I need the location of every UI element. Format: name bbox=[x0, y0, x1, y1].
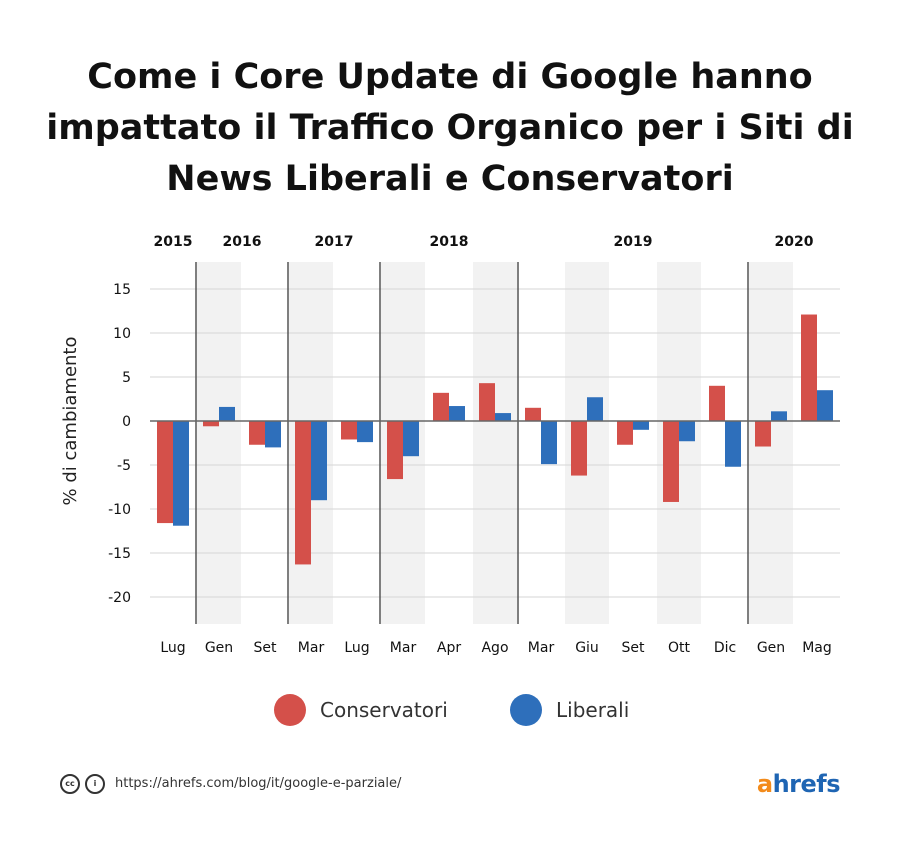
bar-liberali-5 bbox=[403, 421, 419, 457]
chart-title: Come i Core Update di Google hanno impat… bbox=[46, 57, 854, 199]
bar-liberali-10 bbox=[633, 421, 649, 430]
legend-label-conservatori: Conservatori bbox=[320, 698, 448, 722]
bar-conservatori-8 bbox=[525, 407, 541, 421]
bar-conservatori-2 bbox=[249, 421, 265, 445]
bar-liberali-1 bbox=[219, 406, 235, 421]
bar-liberali-2 bbox=[265, 421, 281, 448]
bar-conservatori-9 bbox=[571, 421, 587, 476]
x-tick-10: Set bbox=[622, 640, 646, 656]
bar-conservatori-14 bbox=[801, 314, 817, 421]
bars bbox=[157, 314, 833, 565]
bar-conservatori-4 bbox=[341, 421, 357, 440]
x-tick-4: Lug bbox=[344, 640, 369, 656]
x-tick-13: Gen bbox=[757, 640, 785, 656]
y-tick--10: -10 bbox=[108, 502, 131, 518]
x-tick-0: Lug bbox=[160, 640, 185, 656]
bar-conservatori-6 bbox=[433, 392, 449, 421]
y-tick-15: 15 bbox=[113, 282, 131, 298]
bar-liberali-8 bbox=[541, 421, 557, 465]
legend-item-liberali: Liberali bbox=[510, 690, 629, 730]
bar-conservatori-10 bbox=[617, 421, 633, 445]
year-label-2018: 2018 bbox=[430, 234, 469, 250]
attribution-icon: i bbox=[85, 774, 105, 794]
gridlines bbox=[150, 288, 840, 598]
legend-item-conservatori: Conservatori bbox=[274, 690, 448, 730]
year-label-2017: 2017 bbox=[315, 234, 354, 250]
legend-swatch-conservatori bbox=[274, 694, 306, 726]
y-axis-label: % di cambiamento bbox=[60, 337, 81, 506]
year-label-2020: 2020 bbox=[775, 234, 814, 250]
creative-commons-icon: cc bbox=[60, 774, 80, 794]
band-1 bbox=[197, 262, 241, 624]
bar-liberali-11 bbox=[679, 421, 695, 442]
legend-label-liberali: Liberali bbox=[556, 698, 630, 722]
y-tick--20: -20 bbox=[108, 590, 131, 606]
band-7 bbox=[473, 262, 517, 624]
footer: cc i https://ahrefs.com/blog/it/google-e… bbox=[60, 770, 841, 800]
bar-chart: 15 10 5 0 -5 -10 -15 -20 Lug Gen Set Mar Lug Mar Apr A… bbox=[60, 234, 840, 656]
y-tick-0: 0 bbox=[122, 414, 131, 430]
bar-conservatori-7 bbox=[479, 383, 495, 421]
bar-liberali-6 bbox=[449, 406, 465, 421]
y-tick--15: -15 bbox=[108, 546, 131, 562]
year-label-2015: 2015 bbox=[154, 234, 193, 250]
bar-conservatori-5 bbox=[387, 421, 403, 480]
y-axis-ticks: 15 10 5 0 -5 -10 -15 -20 bbox=[108, 282, 131, 606]
bar-conservatori-0 bbox=[157, 421, 173, 524]
y-tick-10: 10 bbox=[113, 326, 131, 342]
ahrefs-logo: ahrefs bbox=[756, 770, 841, 798]
x-tick-2: Set bbox=[254, 640, 278, 656]
bar-liberali-14 bbox=[817, 390, 833, 421]
x-tick-14: Mag bbox=[802, 640, 832, 656]
bar-liberali-4 bbox=[357, 421, 373, 443]
x-tick-1: Gen bbox=[205, 640, 233, 656]
bar-liberali-13 bbox=[771, 411, 787, 421]
source-url: https://ahrefs.com/blog/it/google-e-parz… bbox=[115, 776, 402, 791]
y-tick-5: 5 bbox=[122, 370, 131, 386]
x-tick-7: Ago bbox=[481, 640, 508, 656]
bar-liberali-0 bbox=[173, 421, 189, 526]
x-tick-6: Apr bbox=[437, 640, 461, 656]
logo-letters-hrefs: hrefs bbox=[772, 770, 841, 798]
x-tick-8: Mar bbox=[528, 640, 555, 656]
bar-conservatori-12 bbox=[709, 385, 725, 421]
bar-conservatori-11 bbox=[663, 421, 679, 502]
year-labels: 2015 2016 2017 2018 2019 2020 bbox=[154, 234, 814, 250]
x-tick-12: Dic bbox=[714, 640, 736, 656]
year-label-2016: 2016 bbox=[223, 234, 262, 250]
x-tick-9: Giu bbox=[575, 640, 599, 656]
year-bands bbox=[197, 262, 793, 624]
bar-conservatori-13 bbox=[755, 421, 771, 447]
bar-conservatori-3 bbox=[295, 421, 311, 565]
logo-letter-a: a bbox=[756, 770, 773, 798]
year-label-2019: 2019 bbox=[614, 234, 653, 250]
x-axis-ticks: Lug Gen Set Mar Lug Mar Apr Ago Mar Giu Set Ott Dic G… bbox=[160, 640, 831, 656]
x-tick-3: Mar bbox=[298, 640, 325, 656]
year-separators bbox=[195, 262, 749, 624]
bar-liberali-12 bbox=[725, 421, 741, 467]
x-tick-5: Mar bbox=[390, 640, 417, 656]
bar-liberali-9 bbox=[587, 397, 603, 421]
legend: Conservatori Liberali bbox=[0, 690, 900, 730]
bar-liberali-7 bbox=[495, 413, 511, 421]
legend-swatch-liberali bbox=[510, 694, 542, 726]
bar-liberali-3 bbox=[311, 421, 327, 501]
bar-conservatori-1 bbox=[203, 421, 219, 427]
y-tick--5: -5 bbox=[117, 458, 131, 474]
x-tick-11: Ott bbox=[668, 640, 691, 656]
